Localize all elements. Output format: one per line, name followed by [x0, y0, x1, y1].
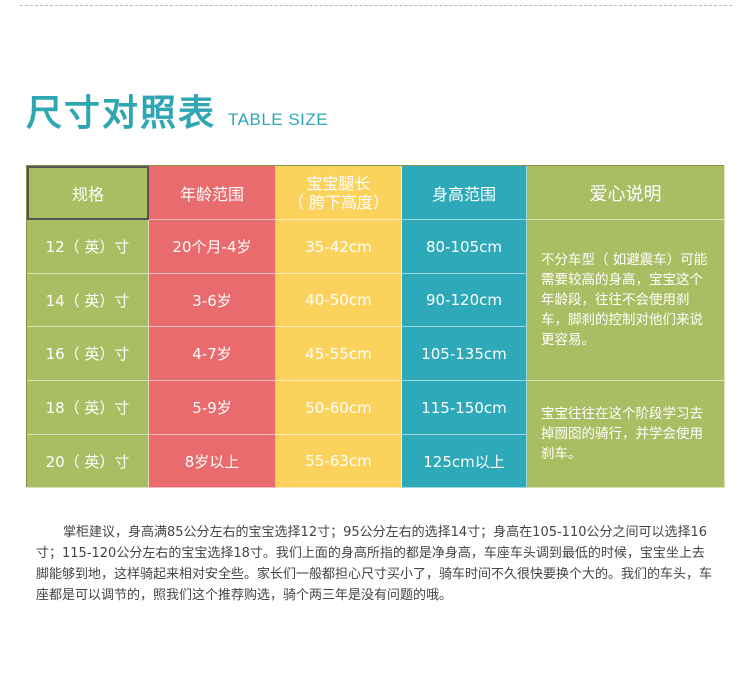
row-5-spec: 20（ 英）寸	[27, 435, 149, 488]
heading-title-cn: 尺寸对照表	[26, 93, 217, 134]
top-dashed-divider	[20, 5, 732, 6]
note-text-2: 宝宝往往在这个阶段学习去掉囫囵的骑行，并学会使用刹车。	[541, 406, 703, 462]
note-block-1: 不分车型（ 如避震车）可能需要较高的身高，宝宝这个年龄段，往往不会使用刹车，脚刹…	[527, 220, 725, 381]
note-block-2: 宝宝往往在这个阶段学习去掉囫囵的骑行，并学会使用刹车。	[527, 381, 725, 488]
row-3-spec: 16（ 英）寸	[27, 327, 149, 381]
row-2-age: 3-6岁	[149, 274, 276, 327]
row-5-age: 8岁以上	[149, 435, 276, 488]
row-3-leg: 45-55cm	[276, 327, 402, 381]
recommendation-paragraph: 掌柜建议，身高满85公分左右的宝宝选择12寸；95公分左右的选择14寸；身高在1…	[36, 525, 713, 603]
header-leg-length-line2: （ 胯下高度）	[287, 192, 390, 212]
row-5-height: 125cm以上	[402, 435, 527, 488]
row-1-age: 20个月-4岁	[149, 220, 276, 274]
row-2-spec: 14（ 英）寸	[27, 274, 149, 327]
note-text-1: 不分车型（ 如避震车）可能需要较高的身高，宝宝这个年龄段，往往不会使用刹车，脚刹…	[541, 252, 708, 348]
row-3-age: 4-7岁	[149, 327, 276, 381]
heading-title-en: TABLE SIZE	[228, 110, 329, 129]
row-1-leg: 35-42cm	[276, 220, 402, 274]
header-leg-length: 宝宝腿长 （ 胯下高度）	[276, 166, 402, 220]
page-heading: 尺寸对照表 TABLE SIZE	[26, 84, 328, 136]
row-2-leg: 40-50cm	[276, 274, 402, 327]
row-4-leg: 50-60cm	[276, 381, 402, 435]
header-leg-length-line1: 宝宝腿长	[306, 173, 371, 193]
row-4-spec: 18（ 英）寸	[27, 381, 149, 435]
row-1-height: 80-105cm	[402, 220, 527, 274]
header-height-range: 身高范围	[402, 166, 527, 220]
header-age-range: 年龄范围	[149, 166, 276, 220]
size-chart-table: 规格 年龄范围 宝宝腿长 （ 胯下高度） 身高范围 爱心说明 12（ 英）寸 2…	[26, 165, 725, 488]
row-4-height: 115-150cm	[402, 381, 527, 435]
row-1-spec: 12（ 英）寸	[27, 220, 149, 274]
row-4-age: 5-9岁	[149, 381, 276, 435]
row-3-height: 105-135cm	[402, 327, 527, 381]
header-notes: 爱心说明	[527, 166, 725, 220]
row-2-height: 90-120cm	[402, 274, 527, 327]
row-5-leg: 55-63cm	[276, 435, 402, 488]
header-spec: 规格	[27, 166, 149, 220]
